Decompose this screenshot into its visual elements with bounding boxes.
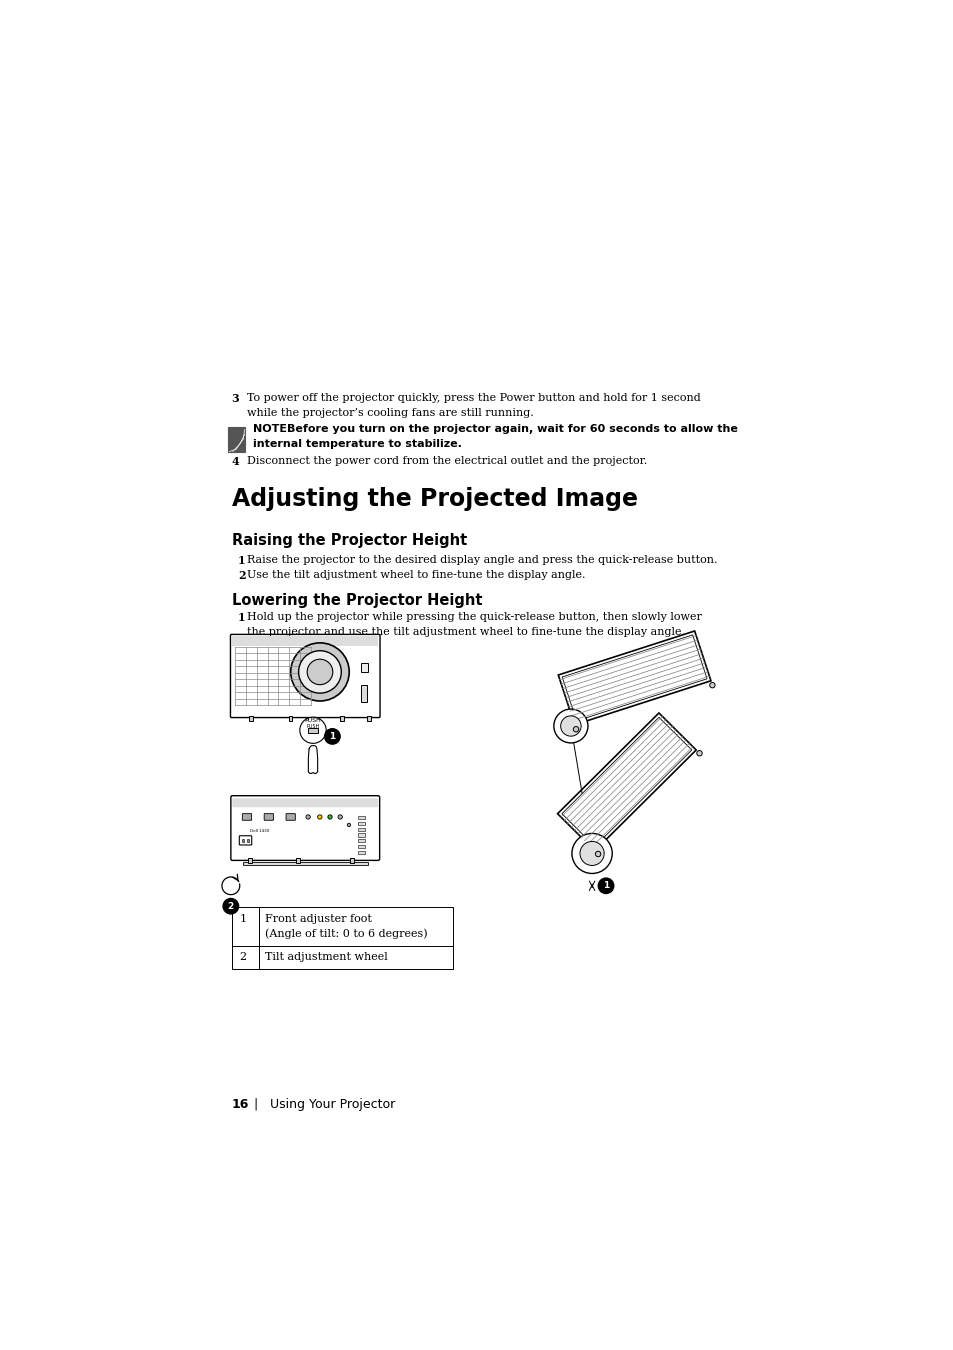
Text: Hold up the projector while pressing the quick-release button, then slowly lower: Hold up the projector while pressing the… (247, 613, 701, 622)
Bar (340, 716, 344, 721)
Text: Adjusting the Projected Image: Adjusting the Projected Image (232, 487, 637, 510)
FancyBboxPatch shape (286, 814, 295, 821)
Bar (357, 815, 365, 819)
Circle shape (328, 815, 332, 819)
Circle shape (554, 709, 587, 742)
Text: To power off the projector quickly, press the Power button and hold for 1 second: To power off the projector quickly, pres… (247, 393, 700, 404)
Circle shape (307, 659, 333, 684)
Circle shape (598, 878, 613, 894)
Text: |: | (253, 1098, 257, 1111)
Text: 2: 2 (239, 952, 246, 963)
Circle shape (317, 815, 322, 819)
Text: Disconnect the power cord from the electrical outlet and the projector.: Disconnect the power cord from the elect… (247, 456, 647, 466)
Text: (Angle of tilt: 0 to 6 degrees): (Angle of tilt: 0 to 6 degrees) (265, 929, 427, 938)
Text: 1: 1 (602, 882, 609, 890)
Bar (308, 729, 317, 733)
FancyBboxPatch shape (239, 836, 252, 845)
Polygon shape (561, 717, 691, 846)
Circle shape (347, 824, 351, 826)
Bar (357, 840, 365, 842)
Text: 1: 1 (239, 914, 246, 923)
Text: 1: 1 (237, 613, 245, 624)
Circle shape (579, 841, 603, 865)
Text: Dell 1430: Dell 1430 (250, 829, 269, 833)
Circle shape (595, 852, 600, 857)
Text: Use the tilt adjustment wheel to fine-tune the display angle.: Use the tilt adjustment wheel to fine-tu… (247, 570, 585, 580)
Circle shape (324, 729, 340, 744)
Circle shape (223, 899, 238, 914)
Text: Raising the Projector Height: Raising the Projector Height (232, 533, 466, 548)
Text: PUSH: PUSH (304, 718, 321, 722)
Text: PUSH: PUSH (306, 724, 319, 729)
Bar (360, 663, 368, 672)
Text: Tilt adjustment wheel: Tilt adjustment wheel (265, 952, 387, 963)
FancyBboxPatch shape (242, 814, 252, 821)
Bar (248, 859, 252, 863)
Text: 2: 2 (228, 902, 233, 911)
Bar (228, 427, 245, 451)
Text: while the projector’s cooling fans are still running.: while the projector’s cooling fans are s… (247, 409, 534, 418)
Bar (366, 716, 370, 721)
FancyBboxPatch shape (233, 798, 377, 807)
Circle shape (299, 717, 326, 744)
Text: the projector and use the tilt adjustment wheel to fine-tune the display angle.: the projector and use the tilt adjustmen… (247, 628, 684, 637)
Bar (289, 716, 293, 721)
Text: NOTE:: NOTE: (253, 424, 292, 433)
Text: 16: 16 (232, 1098, 249, 1111)
Circle shape (696, 751, 701, 756)
Bar (357, 828, 365, 830)
Circle shape (709, 683, 715, 688)
Polygon shape (557, 713, 696, 850)
Circle shape (560, 716, 580, 736)
Bar (357, 833, 365, 837)
Bar (242, 863, 368, 865)
Text: internal temperature to stabilize.: internal temperature to stabilize. (253, 439, 461, 450)
Bar (357, 850, 365, 855)
FancyBboxPatch shape (231, 634, 379, 718)
Bar (350, 859, 354, 863)
Text: Raise the projector to the desired display angle and press the quick-release but: Raise the projector to the desired displ… (247, 555, 717, 564)
Polygon shape (561, 634, 706, 721)
Circle shape (572, 833, 612, 873)
Text: Lowering the Projector Height: Lowering the Projector Height (232, 593, 481, 609)
FancyBboxPatch shape (231, 795, 379, 860)
Text: Using Your Projector: Using Your Projector (270, 1098, 395, 1111)
Text: 1: 1 (237, 555, 245, 566)
Bar (357, 822, 365, 825)
Text: Before you turn on the projector again, wait for 60 seconds to allow the: Before you turn on the projector again, … (286, 424, 737, 433)
FancyBboxPatch shape (264, 814, 274, 821)
Bar (357, 845, 365, 848)
Circle shape (291, 643, 349, 701)
Circle shape (573, 726, 578, 732)
Bar (361, 684, 367, 702)
Bar (242, 840, 244, 842)
Bar (249, 716, 253, 721)
Circle shape (298, 651, 341, 693)
Bar (233, 636, 377, 647)
Bar (232, 907, 452, 969)
Bar (247, 840, 249, 842)
Polygon shape (558, 630, 710, 725)
Bar (295, 859, 299, 863)
Text: Front adjuster foot: Front adjuster foot (265, 914, 372, 923)
Circle shape (337, 815, 342, 819)
Circle shape (306, 815, 310, 819)
Text: 4: 4 (232, 456, 239, 467)
Text: 3: 3 (232, 393, 239, 404)
Text: 2: 2 (237, 570, 245, 580)
Text: 1: 1 (329, 732, 335, 741)
